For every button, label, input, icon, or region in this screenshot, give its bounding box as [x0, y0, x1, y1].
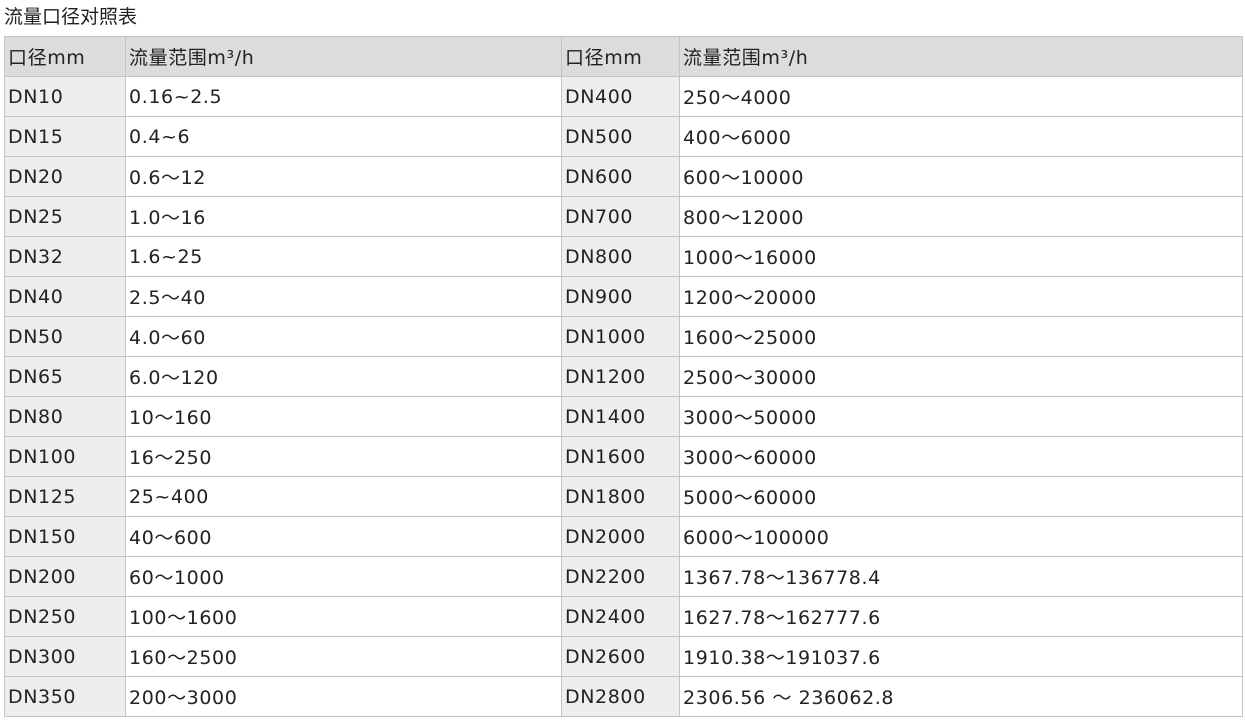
diameter-cell: DN2800	[561, 676, 680, 717]
page-title: 流量口径对照表	[4, 6, 138, 28]
table-row: DN300 160～2500 DN2600 1910.38～191037.6	[4, 636, 1243, 677]
table-row: DN350 200～3000 DN2800 2306.56 ～ 236062.8	[4, 676, 1243, 717]
flow-range-cell: 800～12000	[679, 196, 1243, 237]
table-row: DN80 10～160 DN1400 3000～50000	[4, 396, 1243, 437]
diameter-cell: DN300	[4, 636, 126, 677]
flow-range-cell: 0.6～12	[125, 156, 562, 197]
flow-range-cell: 1.0～16	[125, 196, 562, 237]
table-row: DN40 2.5～40 DN900 1200～20000	[4, 276, 1243, 317]
header-flow-range: 流量范围m³/h	[125, 36, 562, 77]
table-row: DN100 16～250 DN1600 3000～60000	[4, 436, 1243, 477]
diameter-cell: DN20	[4, 156, 126, 197]
diameter-cell: DN10	[4, 76, 126, 117]
flow-range-cell: 1.6~25	[125, 236, 562, 277]
flow-range-cell: 100～1600	[125, 596, 562, 637]
flow-range-cell: 3000～50000	[679, 396, 1243, 437]
flow-range-cell: 1200～20000	[679, 276, 1243, 317]
flow-range-cell: 2.5～40	[125, 276, 562, 317]
diameter-cell: DN1800	[561, 476, 680, 517]
diameter-cell: DN100	[4, 436, 126, 477]
table-row: DN200 60～1000 DN2200 1367.78～136778.4	[4, 556, 1243, 597]
flow-range-cell: 0.16~2.5	[125, 76, 562, 117]
table-row: DN10 0.16~2.5 DN400 250～4000	[4, 76, 1243, 117]
diameter-cell: DN1200	[561, 356, 680, 397]
flow-range-cell: 5000～60000	[679, 476, 1243, 517]
diameter-cell: DN2400	[561, 596, 680, 637]
diameter-cell: DN200	[4, 556, 126, 597]
diameter-cell: DN80	[4, 396, 126, 437]
diameter-cell: DN15	[4, 116, 126, 157]
header-diameter: 口径mm	[4, 36, 126, 77]
diameter-cell: DN2200	[561, 556, 680, 597]
diameter-cell: DN600	[561, 156, 680, 197]
diameter-cell: DN150	[4, 516, 126, 557]
table-row: DN25 1.0～16 DN700 800～12000	[4, 196, 1243, 237]
diameter-cell: DN125	[4, 476, 126, 517]
flow-range-cell: 160～2500	[125, 636, 562, 677]
flow-range-cell: 600～10000	[679, 156, 1243, 197]
diameter-cell: DN250	[4, 596, 126, 637]
diameter-cell: DN350	[4, 676, 126, 717]
flow-range-cell: 6.0～120	[125, 356, 562, 397]
table-row: DN150 40～600 DN2000 6000～100000	[4, 516, 1243, 557]
flow-range-cell: 40～600	[125, 516, 562, 557]
flow-diameter-table: 口径mm 流量范围m³/h 口径mm 流量范围m³/h DN10 0.16~2.5…	[4, 36, 1243, 717]
diameter-cell: DN900	[561, 276, 680, 317]
flow-range-cell: 0.4~6	[125, 116, 562, 157]
flow-range-cell: 4.0～60	[125, 316, 562, 357]
diameter-cell: DN65	[4, 356, 126, 397]
diameter-cell: DN1600	[561, 436, 680, 477]
flow-range-cell: 2500～30000	[679, 356, 1243, 397]
flow-range-cell: 25~400	[125, 476, 562, 517]
flow-range-cell: 1000～16000	[679, 236, 1243, 277]
flow-range-cell: 250～4000	[679, 76, 1243, 117]
flow-range-cell: 3000～60000	[679, 436, 1243, 477]
flow-range-cell: 1600～25000	[679, 316, 1243, 357]
flow-range-cell: 16～250	[125, 436, 562, 477]
diameter-cell: DN1400	[561, 396, 680, 437]
header-flow-range: 流量范围m³/h	[679, 36, 1243, 77]
flow-range-cell: 60～1000	[125, 556, 562, 597]
table-row: DN32 1.6~25 DN800 1000～16000	[4, 236, 1243, 277]
diameter-cell: DN2000	[561, 516, 680, 557]
flow-range-cell: 10～160	[125, 396, 562, 437]
diameter-cell: DN40	[4, 276, 126, 317]
table-row: DN250 100～1600 DN2400 1627.78～162777.6	[4, 596, 1243, 637]
flow-range-cell: 200～3000	[125, 676, 562, 717]
diameter-cell: DN500	[561, 116, 680, 157]
flow-range-cell: 2306.56 ～ 236062.8	[679, 676, 1243, 717]
table-row: DN50 4.0～60 DN1000 1600～25000	[4, 316, 1243, 357]
flow-range-cell: 1910.38～191037.6	[679, 636, 1243, 677]
diameter-cell: DN700	[561, 196, 680, 237]
table-row: DN20 0.6～12 DN600 600～10000	[4, 156, 1243, 197]
flow-range-cell: 400～6000	[679, 116, 1243, 157]
diameter-cell: DN1000	[561, 316, 680, 357]
table-row: DN15 0.4~6 DN500 400～6000	[4, 116, 1243, 157]
flow-range-cell: 1627.78～162777.6	[679, 596, 1243, 637]
diameter-cell: DN25	[4, 196, 126, 237]
diameter-cell: DN400	[561, 76, 680, 117]
table-row: DN125 25~400 DN1800 5000～60000	[4, 476, 1243, 517]
table-row: DN65 6.0～120 DN1200 2500～30000	[4, 356, 1243, 397]
diameter-cell: DN2600	[561, 636, 680, 677]
diameter-cell: DN800	[561, 236, 680, 277]
flow-range-cell: 1367.78～136778.4	[679, 556, 1243, 597]
diameter-cell: DN50	[4, 316, 126, 357]
header-diameter: 口径mm	[561, 36, 680, 77]
flow-range-cell: 6000～100000	[679, 516, 1243, 557]
diameter-cell: DN32	[4, 236, 126, 277]
table-header-row: 口径mm 流量范围m³/h 口径mm 流量范围m³/h	[4, 36, 1243, 77]
